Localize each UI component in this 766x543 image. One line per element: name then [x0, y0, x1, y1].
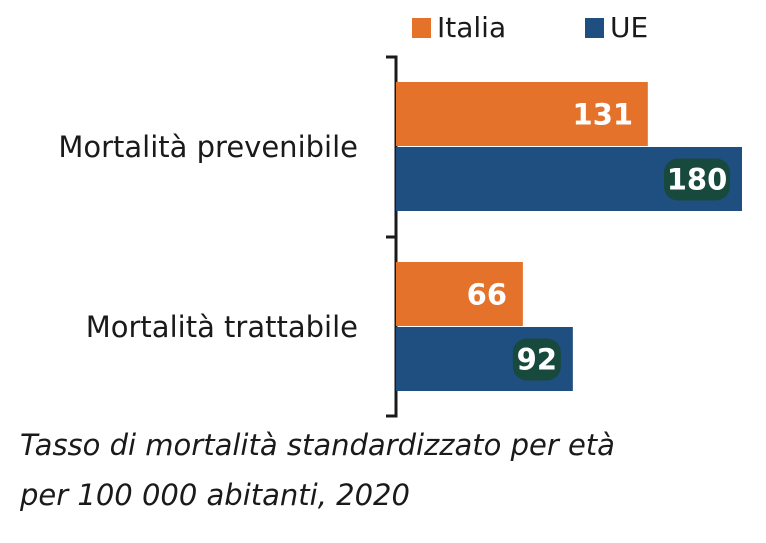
- value-label: 131: [573, 98, 634, 132]
- bar-italia: [396, 262, 523, 326]
- caption-line-2: per 100 000 abitanti, 2020: [20, 478, 410, 512]
- caption-line-1: Tasso di mortalità standardizzato per et…: [20, 428, 615, 462]
- category-axis: [386, 55, 398, 418]
- category-label: Mortalità prevenibile: [58, 130, 358, 164]
- legend-label-ue: UE: [610, 11, 648, 44]
- category-label: Mortalità trattabile: [86, 310, 358, 344]
- legend-label-italia: Italia: [437, 11, 506, 44]
- value-label: 92: [517, 343, 557, 377]
- value-label: 66: [467, 278, 507, 312]
- value-label-bg: [664, 158, 730, 201]
- value-label-bg: [512, 338, 561, 381]
- bar-italia: [396, 82, 648, 146]
- legend-swatch-ue: [585, 18, 604, 38]
- value-label: 180: [667, 163, 728, 197]
- legend-swatch-italia: [412, 18, 431, 38]
